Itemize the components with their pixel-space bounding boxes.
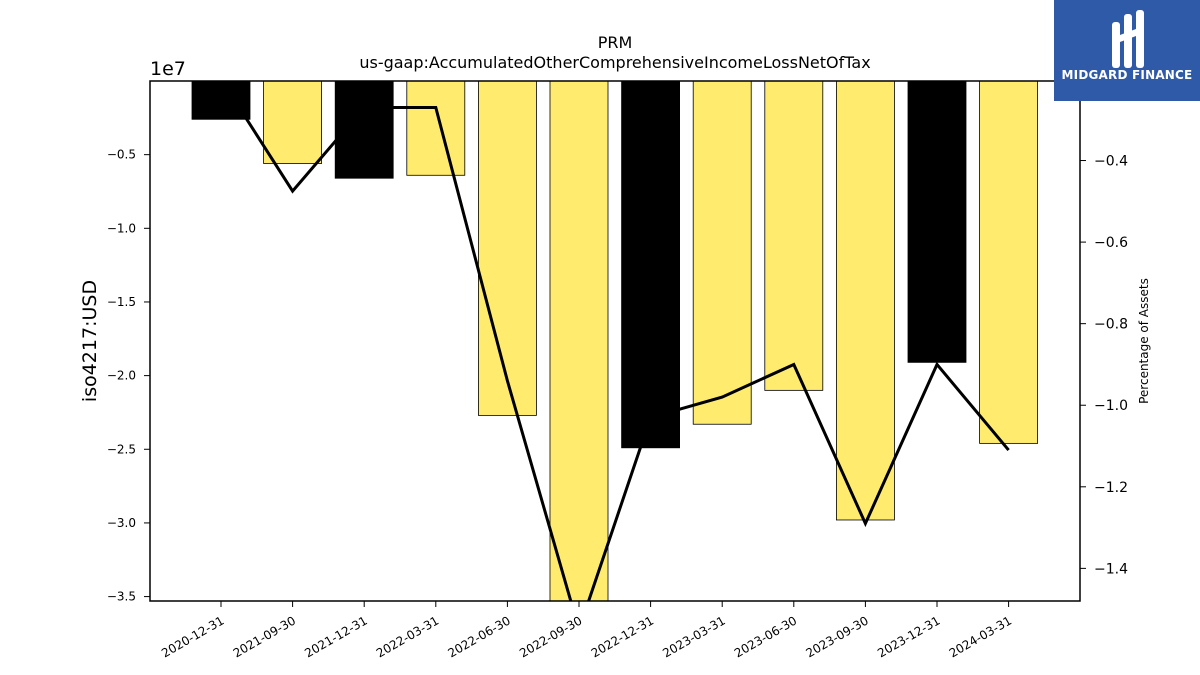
bar-2021-09-30 bbox=[263, 80, 323, 164]
bar-2022-12-31 bbox=[621, 80, 680, 449]
y2-tick-label: −0.8 bbox=[1094, 317, 1128, 333]
y-tick-label: −2.5 bbox=[107, 442, 136, 456]
bar-2022-06-30 bbox=[477, 80, 537, 416]
bar-2023-03-31 bbox=[692, 80, 752, 425]
y-offset-label: 1e7 bbox=[150, 58, 186, 80]
x-tick-label: 2022-06-30 bbox=[445, 613, 512, 660]
y-axis-label: iso4217:USD bbox=[79, 280, 101, 402]
x-tick-label: 2020-12-31 bbox=[159, 613, 226, 660]
y2-tick-label: −1.4 bbox=[1094, 561, 1128, 577]
bars-layer bbox=[191, 80, 1038, 602]
y2-axis-label: Percentage of Assets bbox=[1137, 278, 1151, 404]
x-tick-label: 2023-03-31 bbox=[660, 613, 727, 660]
bar-2023-06-30 bbox=[764, 80, 824, 391]
y2-tick-label: −1.0 bbox=[1094, 398, 1128, 414]
y-tick-label: −1.0 bbox=[107, 221, 136, 235]
x-tick-label: 2023-12-31 bbox=[875, 613, 942, 660]
percentage-of-assets-line bbox=[220, 81, 1010, 601]
y2-ticks: −0.4 −0.6 −0.8 −1.0 −1.2 −1.4 bbox=[1080, 154, 1128, 577]
bar-2024-03-31 bbox=[979, 80, 1038, 444]
y2-tick-label: −0.4 bbox=[1094, 154, 1128, 170]
y-ticks: −0.5 −1.0 −1.5 −2.0 −2.5 −3.0 −3.5 bbox=[107, 148, 150, 604]
y-tick-label: −2.0 bbox=[107, 369, 136, 383]
x-tick-label: 2022-03-31 bbox=[374, 613, 441, 660]
x-tick-label: 2021-09-30 bbox=[231, 613, 298, 660]
line-layer bbox=[220, 81, 1010, 601]
x-tick-label: 2022-09-30 bbox=[517, 613, 584, 660]
bar-2022-03-31 bbox=[406, 80, 466, 176]
x-tick-label: 2022-12-31 bbox=[589, 613, 656, 660]
y-tick-label: −0.5 bbox=[107, 148, 136, 162]
x-tick-label: 2024-03-31 bbox=[947, 613, 1014, 660]
bar-2020-12-31 bbox=[191, 80, 251, 120]
x-tick-label: 2021-12-31 bbox=[302, 613, 369, 660]
y-tick-label: −3.5 bbox=[107, 590, 136, 604]
plot-frame bbox=[149, 80, 1081, 602]
logo-text: MIDGARD FINANCE bbox=[1061, 68, 1193, 82]
chart-subtitle: us-gaap:AccumulatedOtherComprehensiveInc… bbox=[359, 53, 870, 72]
x-ticks: 2020-12-31 2021-09-30 2021-12-31 2022-03-31… bbox=[159, 601, 1014, 660]
logo-mark-icon bbox=[1112, 10, 1144, 68]
chart-title: PRM bbox=[598, 33, 633, 52]
bar-2023-09-30 bbox=[836, 80, 895, 521]
midgard-finance-logo: MIDGARD FINANCE bbox=[1054, 0, 1200, 101]
y-tick-label: −1.5 bbox=[107, 295, 136, 309]
x-tick-label: 2023-06-30 bbox=[732, 613, 799, 660]
y2-tick-label: −0.6 bbox=[1094, 235, 1128, 251]
bar-2023-12-31 bbox=[907, 80, 967, 363]
bar-2022-09-30 bbox=[549, 80, 609, 602]
x-tick-label: 2023-09-30 bbox=[803, 613, 870, 660]
y-tick-label: −3.0 bbox=[107, 516, 136, 530]
y2-tick-label: −1.2 bbox=[1094, 480, 1128, 496]
